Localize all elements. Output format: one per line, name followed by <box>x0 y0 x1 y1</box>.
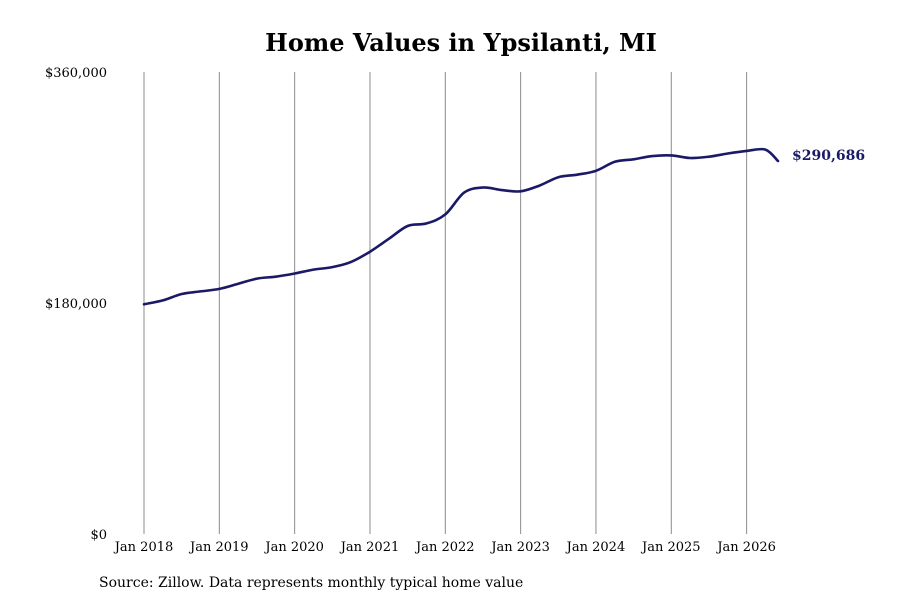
x-tick-label: Jan 2024 <box>565 540 626 555</box>
end-value-label: $290,686 <box>792 148 865 164</box>
x-tick-label: Jan 2022 <box>414 540 475 555</box>
x-tick-label: Jan 2026 <box>715 540 776 555</box>
chart-title: Home Values in Ypsilanti, MI <box>265 28 657 57</box>
x-tick-label: Jan 2020 <box>263 540 324 555</box>
series-line <box>142 147 780 306</box>
x-tick-label: Jan 2018 <box>113 540 174 555</box>
x-tick-label: Jan 2019 <box>188 540 249 555</box>
x-axis: Jan 2018 Jan 2019 Jan 2020 Jan 2021 Jan 2022… <box>113 540 776 555</box>
y-tick-label: $360,000 <box>45 66 107 81</box>
x-tick-label: Jan 2021 <box>339 540 400 555</box>
x-tick-label: Jan 2023 <box>489 540 550 555</box>
gridlines <box>143 72 748 534</box>
source-note: Source: Zillow. Data represents monthly … <box>99 575 523 591</box>
x-tick-label: Jan 2025 <box>640 540 701 555</box>
y-axis: $0 $180,000 $360,000 <box>45 66 107 543</box>
y-tick-label: $180,000 <box>45 297 107 312</box>
y-tick-label: $0 <box>90 528 107 543</box>
